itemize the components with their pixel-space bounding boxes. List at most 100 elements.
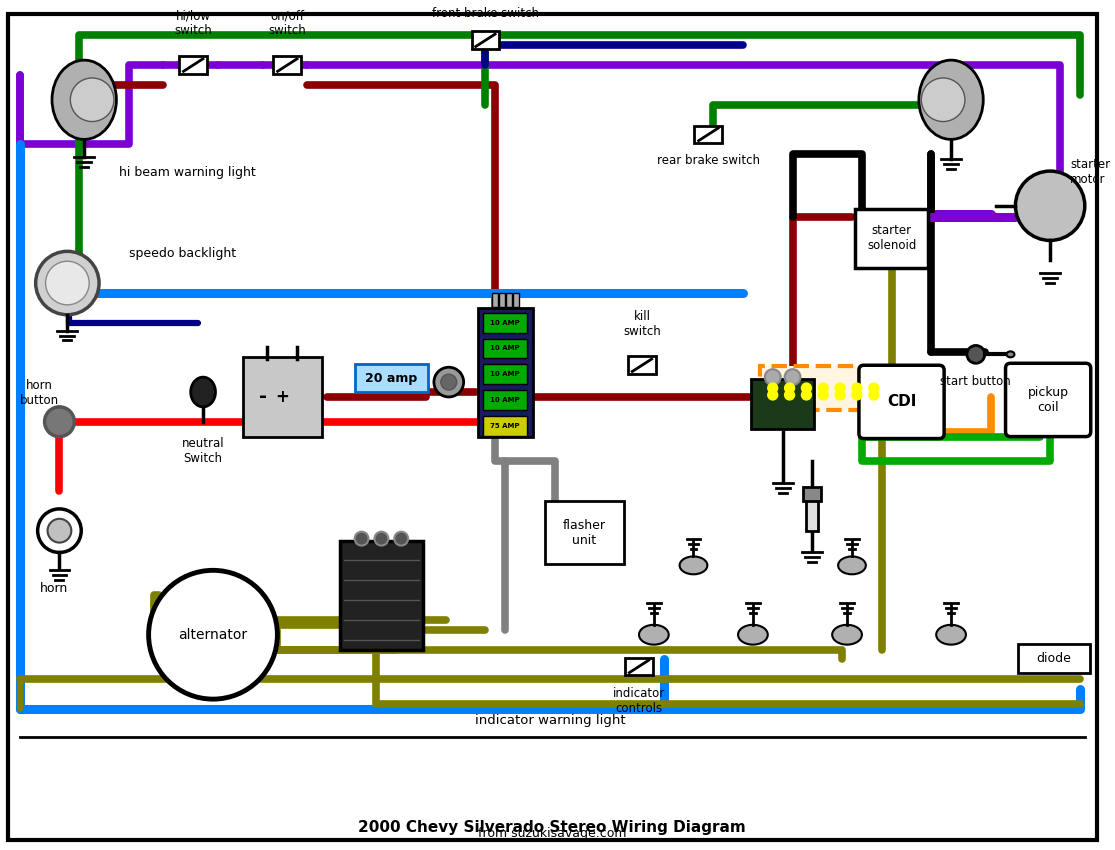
Ellipse shape [191, 377, 215, 407]
FancyBboxPatch shape [1018, 643, 1089, 673]
Text: rear brake switch: rear brake switch [657, 154, 759, 167]
Text: starter
motor: starter motor [1070, 158, 1111, 186]
Circle shape [395, 532, 408, 546]
Ellipse shape [639, 625, 669, 644]
Text: speedo backlight: speedo backlight [129, 246, 236, 260]
Circle shape [70, 78, 114, 122]
Text: horn
button: horn button [20, 379, 59, 407]
FancyBboxPatch shape [472, 31, 500, 49]
Circle shape [818, 383, 828, 393]
Circle shape [869, 383, 879, 393]
Text: CDI: CDI [886, 394, 917, 410]
FancyBboxPatch shape [1006, 363, 1090, 437]
Text: front brake switch: front brake switch [432, 8, 539, 20]
Text: indicator warning light: indicator warning light [475, 714, 626, 728]
FancyBboxPatch shape [545, 501, 624, 564]
Text: diode: diode [1037, 652, 1072, 665]
Circle shape [38, 509, 81, 552]
Circle shape [355, 532, 369, 546]
FancyBboxPatch shape [355, 365, 428, 392]
Text: -: - [259, 388, 266, 406]
FancyBboxPatch shape [506, 293, 512, 307]
Text: neutral
Switch: neutral Switch [182, 437, 224, 465]
Circle shape [46, 261, 89, 305]
Circle shape [802, 390, 812, 400]
Text: 20 amp: 20 amp [366, 371, 417, 385]
FancyBboxPatch shape [750, 379, 814, 428]
Circle shape [869, 390, 879, 400]
Text: hi/low
switch: hi/low switch [174, 9, 212, 37]
FancyBboxPatch shape [340, 541, 423, 649]
Text: alternator: alternator [178, 627, 248, 642]
Circle shape [835, 390, 845, 400]
Text: +: + [275, 388, 289, 406]
FancyBboxPatch shape [806, 491, 818, 530]
Circle shape [765, 369, 780, 385]
Text: 2000 Chevy Silverado Stereo Wiring Diagram: 2000 Chevy Silverado Stereo Wiring Diagr… [358, 820, 746, 836]
Circle shape [785, 390, 795, 400]
FancyBboxPatch shape [477, 308, 533, 437]
FancyBboxPatch shape [484, 416, 527, 435]
FancyBboxPatch shape [493, 293, 498, 307]
Ellipse shape [738, 625, 768, 644]
Text: kill
switch: kill switch [623, 309, 661, 337]
Circle shape [36, 252, 99, 314]
FancyBboxPatch shape [759, 366, 894, 410]
Circle shape [768, 390, 777, 400]
FancyBboxPatch shape [804, 487, 822, 501]
FancyBboxPatch shape [243, 357, 322, 437]
Circle shape [440, 374, 457, 390]
Circle shape [434, 367, 464, 397]
FancyBboxPatch shape [273, 56, 301, 74]
FancyBboxPatch shape [484, 313, 527, 332]
FancyBboxPatch shape [513, 293, 520, 307]
Circle shape [48, 518, 71, 542]
Text: indicator
controls: indicator controls [613, 688, 666, 715]
FancyBboxPatch shape [695, 126, 723, 144]
Text: 75 AMP: 75 AMP [491, 422, 520, 428]
Circle shape [785, 383, 795, 393]
Text: on/off
switch: on/off switch [269, 9, 307, 37]
Ellipse shape [838, 557, 866, 575]
Circle shape [45, 407, 75, 437]
Text: starter
solenoid: starter solenoid [867, 224, 917, 252]
Text: pickup
coil: pickup coil [1028, 386, 1068, 414]
FancyBboxPatch shape [855, 209, 929, 268]
Ellipse shape [52, 60, 116, 139]
Circle shape [852, 383, 862, 393]
FancyBboxPatch shape [8, 14, 1097, 840]
Circle shape [1016, 171, 1085, 241]
Circle shape [148, 570, 278, 699]
Ellipse shape [919, 60, 983, 139]
FancyBboxPatch shape [484, 365, 527, 384]
FancyBboxPatch shape [180, 56, 207, 74]
Text: 10 AMP: 10 AMP [491, 345, 520, 351]
Text: from suzukisavage.com: from suzukisavage.com [477, 827, 626, 840]
Text: flasher
unit: flasher unit [563, 518, 607, 547]
Ellipse shape [680, 557, 707, 575]
Circle shape [785, 369, 801, 385]
Circle shape [967, 345, 985, 363]
Text: start button: start button [940, 375, 1011, 388]
Circle shape [375, 532, 388, 546]
Ellipse shape [832, 625, 862, 644]
Circle shape [818, 390, 828, 400]
FancyBboxPatch shape [484, 390, 527, 410]
FancyBboxPatch shape [500, 293, 505, 307]
FancyBboxPatch shape [484, 338, 527, 359]
FancyBboxPatch shape [859, 366, 944, 439]
Ellipse shape [937, 625, 966, 644]
Text: 10 AMP: 10 AMP [491, 371, 520, 377]
Circle shape [852, 390, 862, 400]
Circle shape [768, 383, 777, 393]
Text: horn: horn [40, 582, 69, 595]
FancyBboxPatch shape [626, 658, 653, 676]
Circle shape [835, 383, 845, 393]
FancyBboxPatch shape [628, 356, 656, 374]
Ellipse shape [1007, 351, 1015, 357]
Text: 10 AMP: 10 AMP [491, 320, 520, 326]
Text: 10 AMP: 10 AMP [491, 397, 520, 403]
Circle shape [921, 78, 964, 122]
Circle shape [802, 383, 812, 393]
Text: hi beam warning light: hi beam warning light [119, 166, 255, 178]
